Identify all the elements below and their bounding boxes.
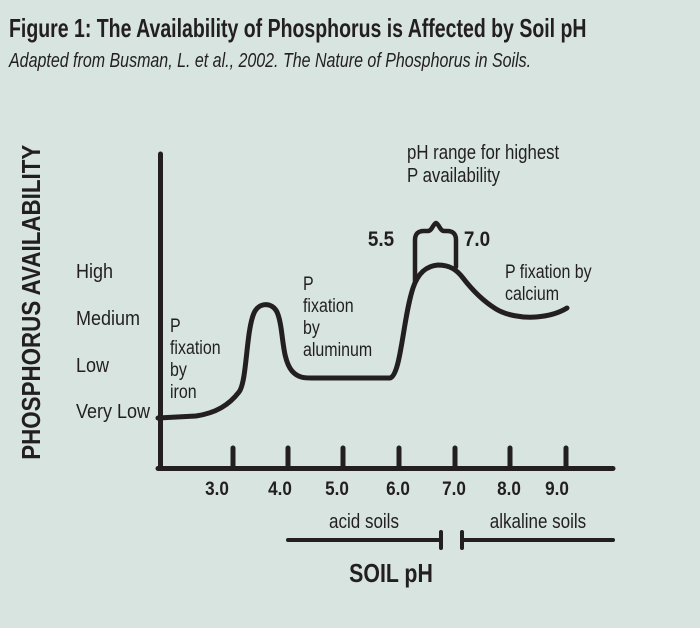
alkaline-soils-label: alkaline soils (489, 511, 587, 533)
bracket-value-high: 7.0 (463, 228, 491, 251)
ph-range-bracket (412, 220, 459, 284)
y-level-medium: Medium (76, 308, 141, 330)
x-tick-8: 8.0 (497, 479, 521, 500)
alkaline-soils-range-bar (460, 530, 615, 550)
x-tick-3: 3.0 (205, 479, 229, 500)
annotation-p-fixation-calcium: P fixation by calcium (505, 262, 592, 305)
acid-soils-range-bar (286, 530, 443, 550)
y-level-very-low: Very Low (76, 401, 151, 423)
bracket-value-low: 5.5 (367, 228, 395, 251)
x-tick-6: 6.0 (386, 479, 410, 500)
availability-curve (155, 262, 570, 421)
figure-source-citation: Adapted from Busman, L. et al., 2002. Th… (9, 50, 532, 72)
annotation-p-fixation-iron: P fixation by iron (170, 316, 221, 403)
annotation-p-fixation-aluminum: P fixation by aluminum (303, 274, 373, 361)
x-tick-7: 7.0 (442, 479, 466, 500)
y-axis-title: PHOSPHORUS AVAILABILITY (16, 144, 46, 460)
x-tick-5: 5.0 (325, 479, 349, 500)
x-tick-4: 4.0 (268, 479, 292, 500)
acid-soils-label: acid soils (329, 511, 399, 533)
x-axis-title: SOIL pH (349, 558, 433, 588)
x-axis-ticks (230, 445, 569, 469)
y-level-low: Low (76, 355, 110, 377)
x-tick-9: 9.0 (545, 479, 569, 500)
annotation-ph-range-note: pH range for highest P availability (407, 142, 560, 187)
y-level-high: High (76, 261, 114, 283)
figure-title: Figure 1: The Availability of Phosphorus… (9, 13, 587, 43)
